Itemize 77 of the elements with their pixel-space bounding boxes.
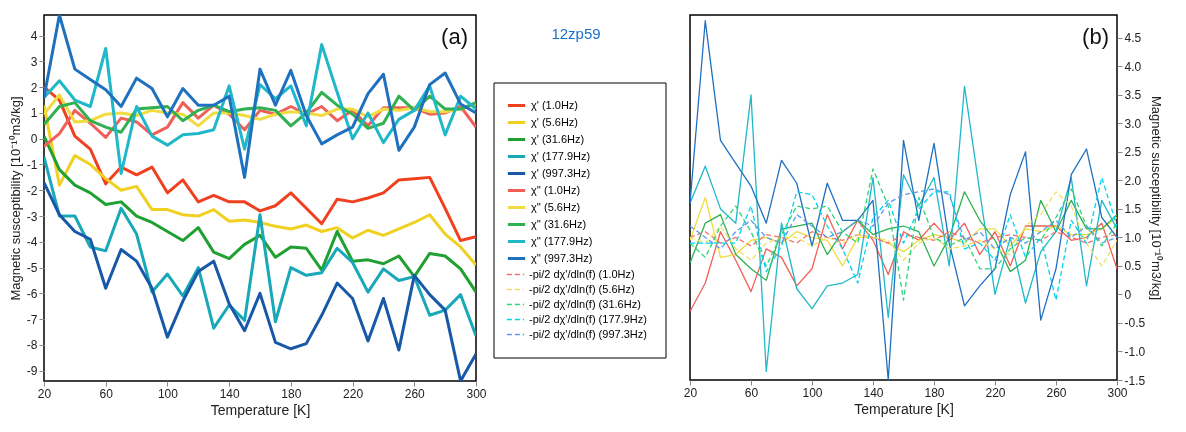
y2-tick-label: 3.5 bbox=[1124, 88, 1142, 103]
y2-tick-label: -1.5 bbox=[1124, 373, 1146, 388]
x-axis-title: Temperature [K] bbox=[210, 401, 311, 418]
x-tick-label: 60 bbox=[99, 386, 114, 401]
y2-tick-label: 1.5 bbox=[1124, 202, 1142, 217]
line-series bbox=[44, 85, 476, 243]
line-series bbox=[44, 181, 476, 381]
x-tick-label: 100 bbox=[157, 386, 179, 401]
x-tick-label: 140 bbox=[863, 385, 884, 400]
line-series bbox=[690, 188, 1117, 250]
y2-tick-label: 0 bbox=[1124, 287, 1132, 302]
legend-label: χ'' (1.0Hz) bbox=[531, 183, 581, 196]
annotation: (a) bbox=[441, 24, 468, 49]
y-tick-label: 1 bbox=[30, 106, 38, 121]
y2-tick-label: 4.0 bbox=[1124, 59, 1142, 74]
y-tick-label: -4 bbox=[26, 235, 38, 250]
y2-tick-label: 2.0 bbox=[1124, 173, 1142, 188]
x-tick-label: 220 bbox=[985, 385, 1006, 400]
y2-tick-label: -0.5 bbox=[1124, 316, 1146, 331]
x-tick-label: 20 bbox=[37, 386, 52, 401]
y-tick-label: -1 bbox=[26, 157, 38, 172]
y-tick-label: -8 bbox=[26, 338, 38, 353]
legend-label: χ' (1.0Hz) bbox=[531, 98, 578, 111]
line-series bbox=[44, 155, 476, 338]
legend-label: -pi/2 dχ'/dln(f) (31.6Hz) bbox=[529, 297, 641, 310]
y-tick-label: -6 bbox=[26, 286, 38, 301]
y-axis-title: Magnetic susceptibility [10⁻¹⁰m3/kg] bbox=[7, 96, 23, 301]
line-series bbox=[690, 191, 1117, 281]
legend-label: χ'' (997.3Hz) bbox=[531, 251, 593, 264]
legend-label: χ'' (31.6Hz) bbox=[531, 217, 587, 230]
line-series bbox=[44, 15, 476, 179]
x-tick-label: 220 bbox=[343, 386, 364, 401]
legend-label: χ'' (177.9Hz) bbox=[531, 234, 593, 247]
x-tick-label: 20 bbox=[683, 385, 698, 400]
legend-label: χ' (5.6Hz) bbox=[531, 115, 578, 128]
y-tick-label: -9 bbox=[26, 364, 38, 379]
y-tick-label: -2 bbox=[26, 183, 38, 198]
line-series bbox=[690, 20, 1117, 380]
y-tick-label: 3 bbox=[30, 54, 38, 69]
y-tick-label: 0 bbox=[30, 132, 38, 147]
y-tick-label: 2 bbox=[30, 80, 38, 95]
annotation: (b) bbox=[1082, 24, 1109, 49]
y2-tick-label: -1.0 bbox=[1124, 344, 1146, 359]
text: 12zp59 bbox=[551, 25, 601, 42]
x-tick-label: 180 bbox=[281, 386, 302, 401]
y2-tick-label: 4.5 bbox=[1124, 31, 1142, 46]
legend-label: χ'' (5.6Hz) bbox=[531, 200, 581, 213]
x-tick-label: 260 bbox=[1046, 385, 1067, 400]
legend-label: χ' (31.6Hz) bbox=[531, 132, 585, 145]
line-series bbox=[690, 213, 1117, 313]
line-series bbox=[44, 103, 476, 267]
line-series bbox=[44, 134, 476, 294]
x-tick-label: 300 bbox=[1107, 385, 1128, 400]
y-tick-label: -7 bbox=[26, 312, 38, 327]
legend-label: -pi/2 dχ'/dln(f) (997.3Hz) bbox=[529, 327, 647, 340]
y2-tick-label: 3.0 bbox=[1124, 116, 1142, 131]
y-tick-label: -3 bbox=[26, 209, 38, 224]
x-axis-title: Temperature [K] bbox=[854, 400, 954, 417]
y2-tick-label: 1.0 bbox=[1124, 230, 1142, 245]
legend-label: -pi/2 dχ'/dln(f) (1.0Hz) bbox=[529, 267, 635, 280]
line-series bbox=[690, 85, 1117, 373]
y-tick-label: 4 bbox=[30, 29, 38, 44]
y2-tick-label: 0.5 bbox=[1124, 259, 1142, 274]
x-tick-label: 300 bbox=[466, 386, 487, 401]
legend-label: -pi/2 dχ'/dln(f) (177.9Hz) bbox=[529, 312, 647, 325]
x-tick-label: 100 bbox=[802, 385, 823, 400]
x-tick-label: 140 bbox=[219, 386, 240, 401]
y2-tick-label: 2.5 bbox=[1124, 145, 1142, 160]
y-tick-label: -5 bbox=[26, 261, 38, 276]
line-series bbox=[690, 231, 1117, 247]
legend-label: -pi/2 dχ'/dln(f) (5.6Hz) bbox=[529, 282, 635, 295]
legend-label: χ' (177.9Hz) bbox=[531, 149, 591, 162]
x-tick-label: 260 bbox=[404, 386, 426, 401]
x-tick-label: 180 bbox=[924, 385, 945, 400]
y2-axis-title: Magnetic susceptibility [10⁻¹⁰m3/kg] bbox=[1149, 95, 1165, 301]
legend-label: χ' (997.3Hz) bbox=[531, 166, 591, 179]
x-tick-label: 60 bbox=[744, 385, 759, 400]
